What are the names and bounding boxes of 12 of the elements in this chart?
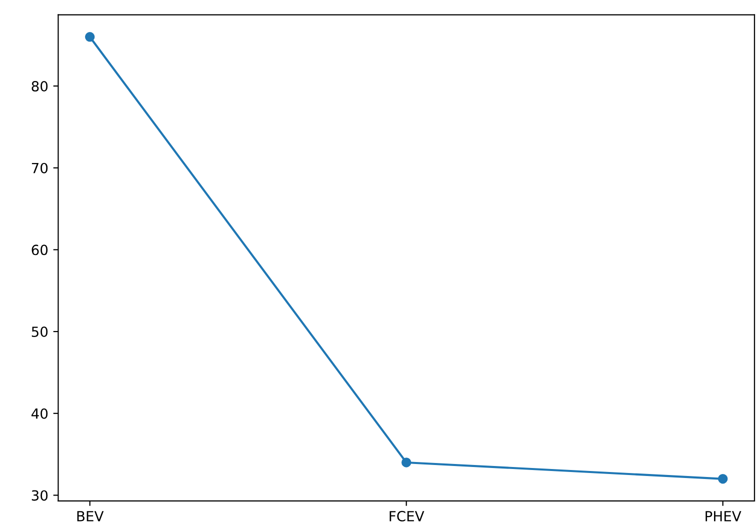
y-tick-label: 40 [31, 408, 48, 419]
x-tick-label: FCEV [390, 510, 424, 522]
x-tick-label: PHEV [706, 511, 742, 522]
y-tick-label: 50 [32, 326, 48, 338]
y-tick-label: 60 [32, 244, 48, 256]
y-tick-label: 70 [32, 162, 48, 174]
point [85, 32, 95, 42]
y-tick-label: 30 [32, 490, 48, 501]
point [718, 474, 728, 484]
point [401, 458, 412, 468]
x-tick-label: BEV [77, 511, 104, 522]
y-tick-label: 80 [32, 80, 48, 92]
